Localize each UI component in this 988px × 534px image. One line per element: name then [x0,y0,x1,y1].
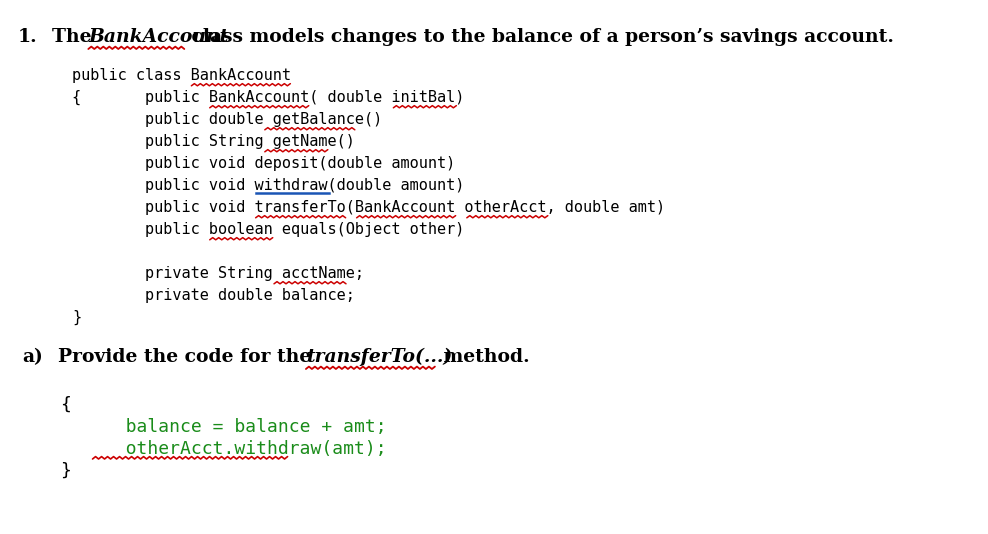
Text: 1.: 1. [18,28,38,46]
Text: BankAccount: BankAccount [88,28,228,46]
Text: class models changes to the balance of a person’s savings account.: class models changes to the balance of a… [185,28,894,46]
Text: otherAcct.withdraw(amt);: otherAcct.withdraw(amt); [93,440,386,458]
Text: }: } [72,310,81,325]
Text: private double balance;: private double balance; [72,288,355,303]
Text: Provide the code for the: Provide the code for the [58,348,318,366]
Text: }: } [60,462,71,480]
Text: public String getName(): public String getName() [72,134,355,149]
Text: {: { [60,396,71,414]
Text: public double getBalance(): public double getBalance() [72,112,382,127]
Text: public class BankAccount: public class BankAccount [72,68,291,83]
Text: {       public BankAccount( double initBal): { public BankAccount( double initBal) [72,90,464,105]
Text: balance = balance + amt;: balance = balance + amt; [93,418,386,436]
Text: public void deposit(double amount): public void deposit(double amount) [72,156,455,171]
Text: a): a) [22,348,42,366]
Text: public void withdraw(double amount): public void withdraw(double amount) [72,178,464,193]
Text: public void transferTo(BankAccount otherAcct, double amt): public void transferTo(BankAccount other… [72,200,665,215]
Text: private String acctName;: private String acctName; [72,266,364,281]
Text: transferTo(...): transferTo(...) [306,348,453,366]
Text: public boolean equals(Object other): public boolean equals(Object other) [72,222,464,237]
Text: method.: method. [437,348,530,366]
Text: The: The [52,28,98,46]
